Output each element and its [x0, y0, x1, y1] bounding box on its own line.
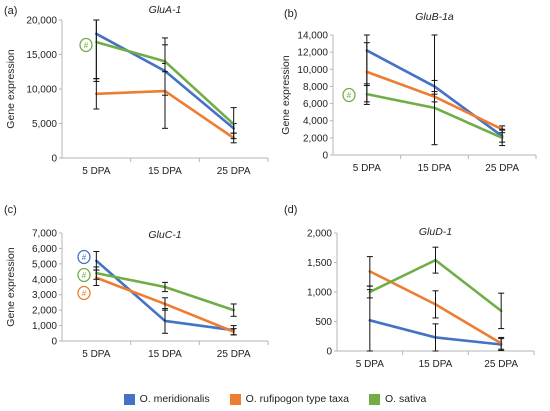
- significance-marker: #: [79, 37, 93, 53]
- chart-panel-b: (b) GluB-1a Gene expression 0 2,000 4,000 6,00…: [280, 8, 537, 174]
- y-tick-label: 2,000: [307, 229, 332, 240]
- y-tick-label: 3,000: [32, 290, 57, 301]
- legend-item-sativa: O. sativa: [368, 393, 427, 405]
- x-tick-label: 5 DPA: [82, 349, 110, 360]
- y-tick-label: 0: [51, 337, 57, 348]
- y-tick-label: 7,000: [32, 229, 57, 240]
- x-tick-label: 25 DPA: [217, 349, 251, 360]
- significance-marker: #: [77, 267, 91, 283]
- y-tick-label: 14,000: [297, 31, 328, 42]
- y-tick-label: 10,000: [26, 85, 57, 96]
- y-tick-label: 2,000: [303, 133, 328, 144]
- series-o-meridionalis: [366, 289, 505, 352]
- panel-letter: (b): [284, 8, 297, 20]
- series-o-meridionalis: [93, 251, 237, 336]
- error-bar: [230, 107, 237, 140]
- series-o-sativa: [366, 246, 505, 330]
- y-tick-label: 20,000: [26, 16, 57, 27]
- x-tick-label: 5 DPA: [82, 166, 110, 177]
- legend-swatch-meridionalis: [123, 393, 135, 405]
- chart-panel-a: (a) GluA-1 Gene expression 0 5,000 10,000 15,0…: [4, 4, 269, 177]
- y-tick-label: 4,000: [303, 116, 328, 127]
- error-bar: [93, 19, 100, 82]
- y-tick-label: 1,000: [32, 321, 57, 332]
- significance-marker: #: [77, 249, 91, 265]
- x-tick-label: 25 DPA: [484, 359, 518, 370]
- svg-text:#: #: [82, 271, 87, 280]
- x-tick-label: 5 DPA: [353, 163, 381, 174]
- y-tick-label: 12,000: [297, 48, 328, 59]
- panel-letter: (d): [284, 204, 297, 216]
- y-tick-label: 0: [326, 347, 332, 358]
- y-axis-label: Gene expression: [5, 49, 17, 129]
- series-o-rufipogon-type-taxa: [93, 269, 237, 336]
- chart-title: GluA-1: [149, 4, 182, 16]
- series-o-sativa: [363, 34, 506, 147]
- y-tick-label: 0: [322, 151, 328, 162]
- y-axis-label: Gene expression: [5, 247, 17, 327]
- x-tick-label: 15 DPA: [418, 163, 452, 174]
- series-o-rufipogon-type-taxa: [93, 62, 237, 144]
- chart-title: GluD-1: [419, 226, 452, 238]
- legend-item-rufipogon: O. rufipogon type taxa: [229, 393, 349, 405]
- panel-letter: (a): [4, 5, 17, 17]
- legend-label-rufipogon: O. rufipogon type taxa: [245, 393, 349, 405]
- y-tick-label: 10,000: [297, 65, 328, 76]
- y-tick-label: 6,000: [303, 99, 328, 110]
- x-tick-label: 25 DPA: [485, 163, 519, 174]
- error-bar: [162, 44, 168, 73]
- svg-text:#: #: [347, 91, 352, 100]
- legend-swatch-sativa: [368, 393, 380, 405]
- y-tick-label: 500: [315, 317, 332, 328]
- x-tick-label: 15 DPA: [419, 359, 453, 370]
- x-tick-label: 15 DPA: [148, 166, 182, 177]
- y-axis-label: Gene expression: [280, 55, 292, 135]
- chart-title: GluB-1a: [415, 11, 454, 23]
- error-bar: [499, 128, 506, 147]
- legend-swatch-rufipogon: [229, 393, 241, 405]
- y-tick-label: 1,000: [307, 288, 332, 299]
- error-bar: [431, 34, 438, 146]
- series-o-sativa: [93, 266, 237, 317]
- series-o-sativa: [93, 19, 237, 140]
- y-tick-label: 2,000: [32, 306, 57, 317]
- y-tick-label: 5,000: [32, 259, 57, 270]
- panel-letter: (c): [4, 204, 17, 216]
- significance-marker: #: [77, 285, 91, 301]
- y-tick-label: 8,000: [303, 82, 328, 93]
- legend-label-sativa: O. sativa: [384, 393, 427, 405]
- svg-text:#: #: [82, 253, 87, 262]
- x-tick-label: 15 DPA: [148, 349, 182, 360]
- x-tick-label: 5 DPA: [356, 359, 384, 370]
- significance-marker: #: [342, 87, 356, 103]
- y-tick-label: 0: [51, 154, 57, 165]
- y-tick-label: 4,000: [32, 275, 57, 286]
- chart-title: GluC-1: [148, 229, 181, 241]
- y-tick-label: 1,500: [307, 258, 332, 269]
- svg-text:#: #: [84, 41, 89, 50]
- chart-panel-c: (c) GluC-1 Gene expression 0 1,000 2,000 3,000…: [4, 204, 269, 360]
- legend-label-meridionalis: O. meridionalis: [139, 393, 210, 405]
- y-tick-label: 6,000: [32, 244, 57, 255]
- y-tick-label: 5,000: [32, 119, 57, 130]
- x-tick-label: 25 DPA: [217, 166, 251, 177]
- y-tick-label: 15,000: [26, 50, 57, 61]
- legend-item-meridionalis: O. meridionalis: [123, 393, 210, 405]
- legend: O. meridionalis O. rufipogon type taxa O…: [0, 390, 550, 408]
- chart-panel-d: (d) GluD-1 0 500 1,000 1,500 2,000 5 DPA 15 DPA 2…: [284, 204, 535, 370]
- svg-text:#: #: [82, 289, 87, 298]
